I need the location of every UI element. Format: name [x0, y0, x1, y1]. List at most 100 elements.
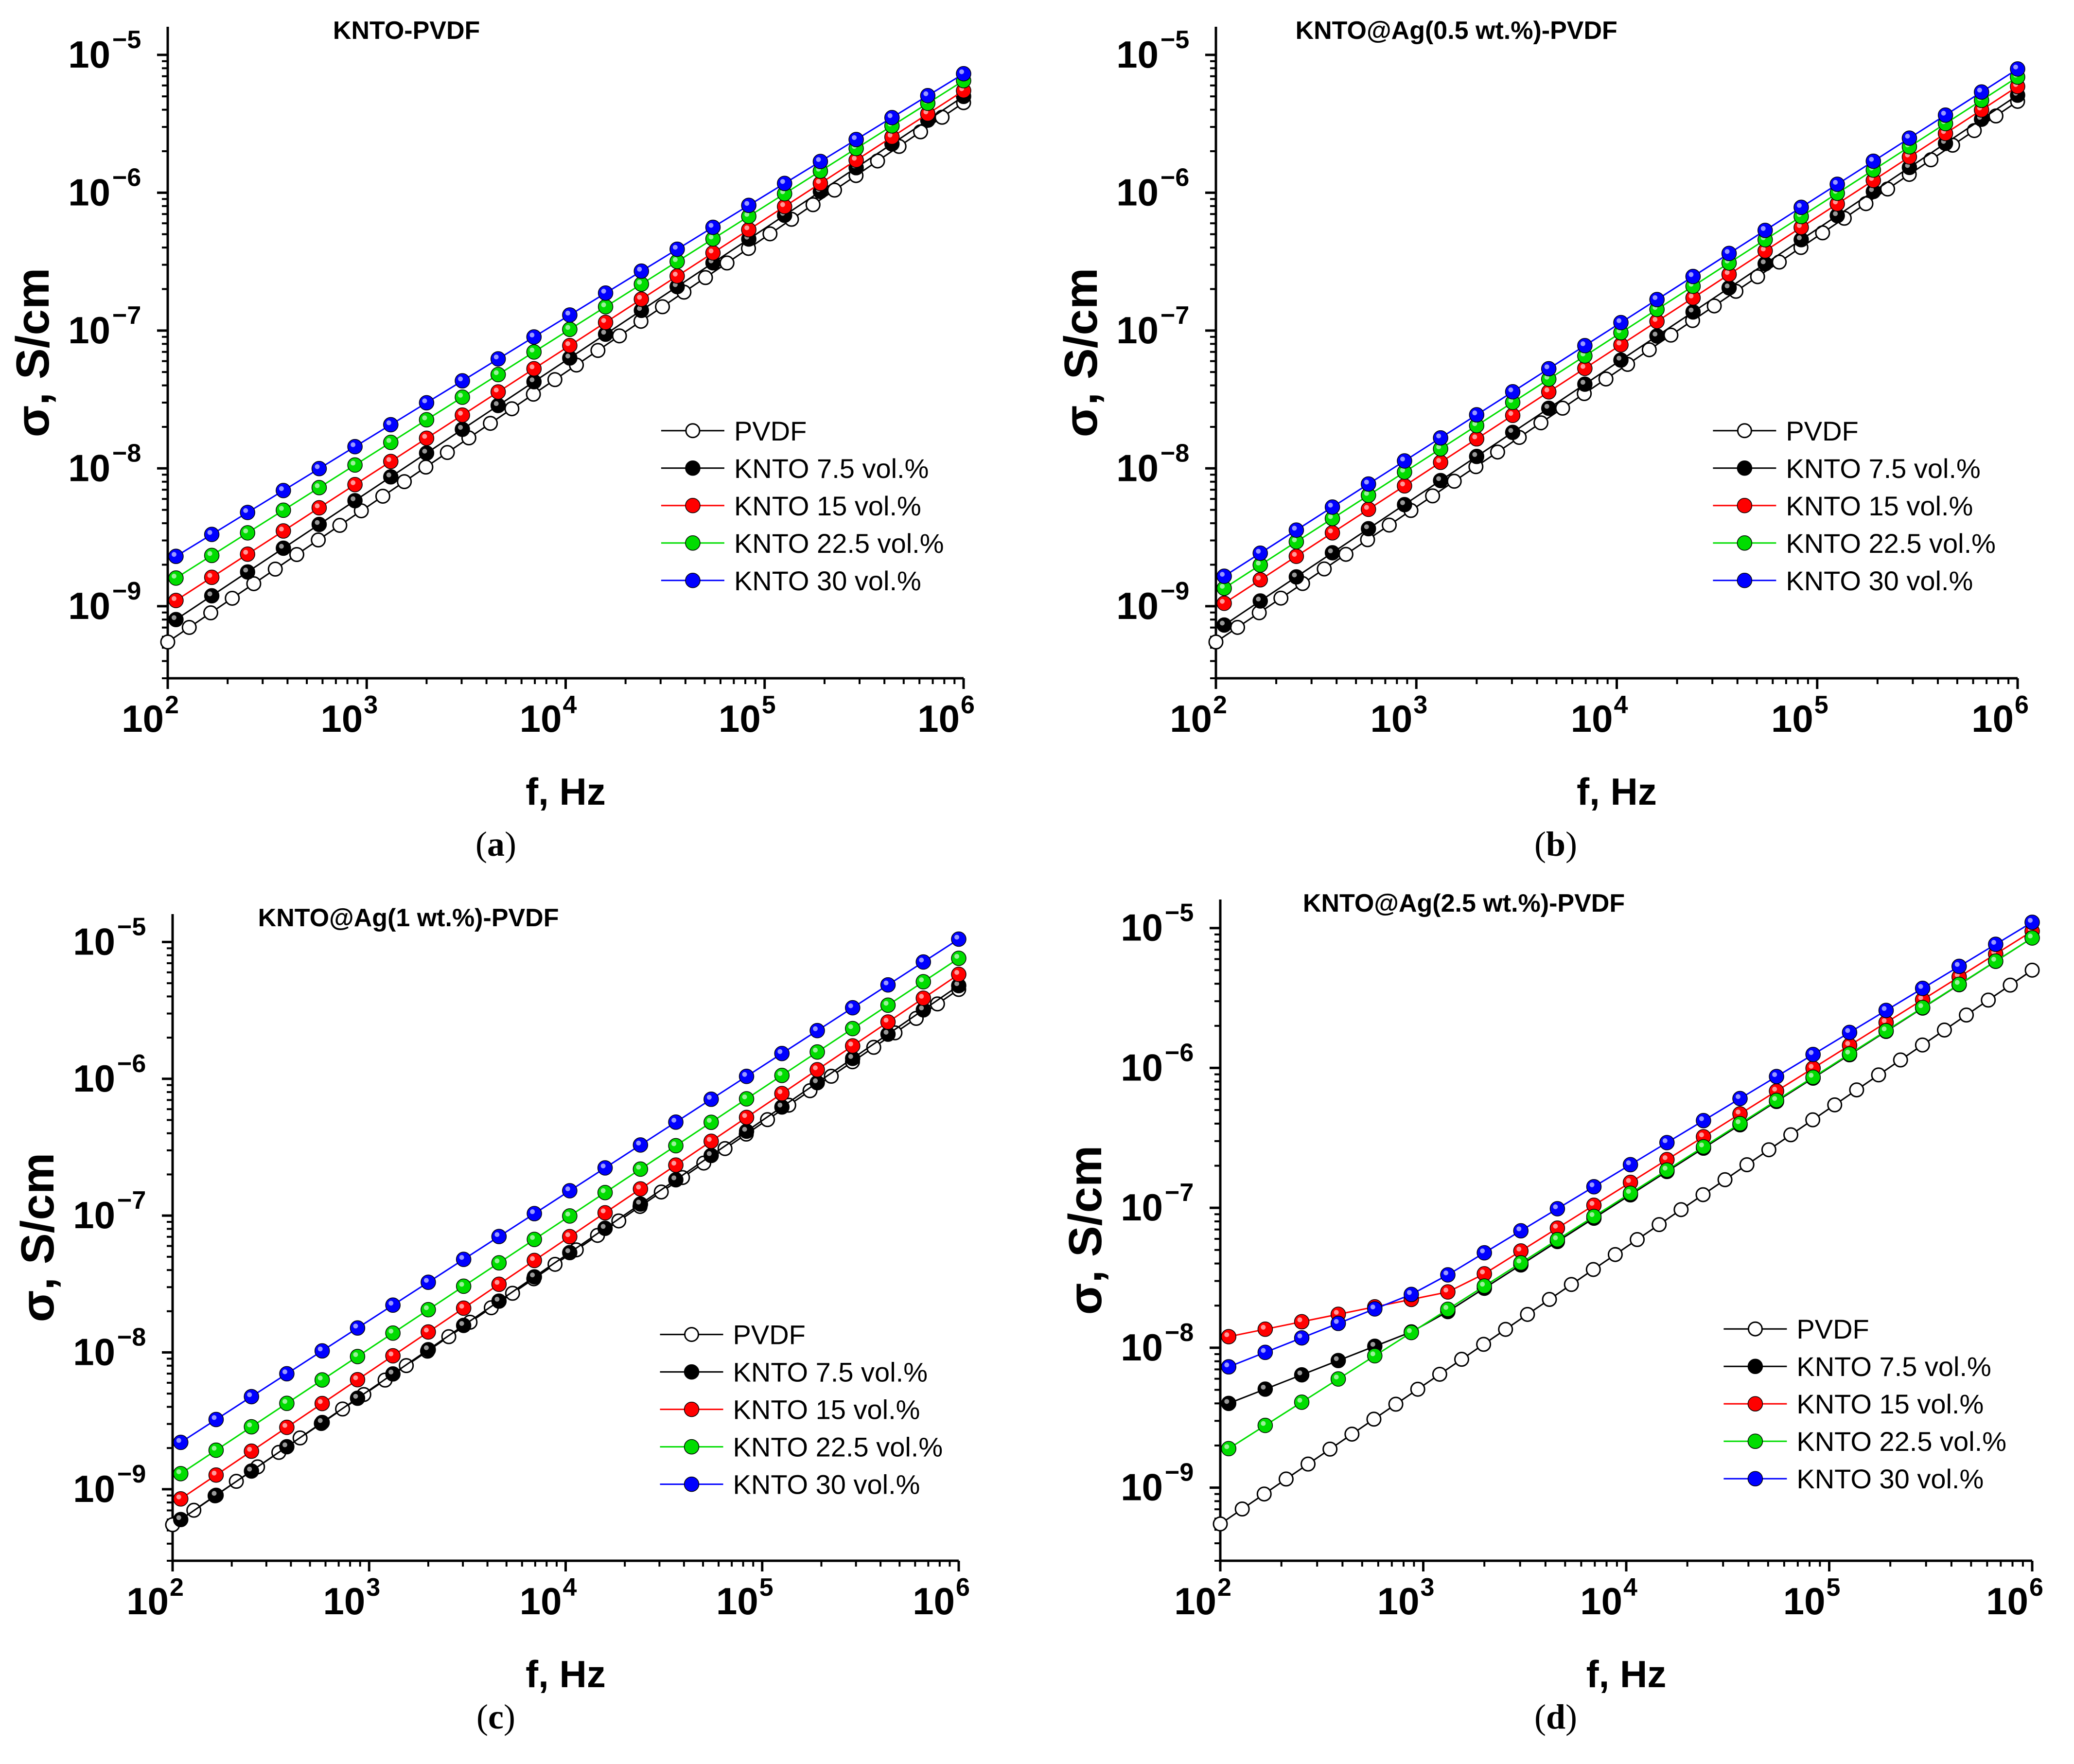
x-tick-exponent: 3	[364, 691, 378, 719]
data-point	[762, 226, 778, 242]
data-point	[1294, 1330, 1310, 1346]
data-point	[1288, 548, 1304, 564]
caption-open: (	[476, 1697, 488, 1736]
data-point	[1721, 246, 1737, 261]
data-point	[717, 1141, 733, 1156]
data-point	[279, 1439, 295, 1455]
point-highlight	[317, 1418, 323, 1423]
point-highlight	[1736, 1109, 1741, 1114]
point-highlight	[813, 1065, 818, 1071]
point-highlight	[1370, 1305, 1375, 1310]
point-highlight	[883, 980, 889, 986]
legend-marker	[684, 1364, 700, 1380]
data-point	[1252, 593, 1268, 609]
series-1	[173, 978, 967, 1528]
point-highlight	[353, 1323, 358, 1329]
point-highlight	[1845, 1049, 1850, 1055]
point-highlight	[493, 354, 499, 360]
data-point	[824, 1069, 839, 1084]
x-tick-label: 10	[913, 1580, 955, 1623]
legend-label: KNTO 15 vol.%	[733, 1394, 920, 1425]
legend-label: KNTO 22.5 vol.%	[733, 1432, 943, 1463]
data-point	[347, 476, 363, 493]
data-point	[1330, 1371, 1346, 1387]
point-highlight	[637, 306, 642, 311]
y-tick-label: 10	[1121, 1466, 1163, 1509]
point-highlight	[671, 1117, 677, 1123]
point-highlight	[243, 508, 248, 513]
point-highlight	[422, 448, 427, 454]
point-highlight	[211, 1415, 217, 1420]
point-highlight	[1261, 1421, 1266, 1426]
data-point	[1750, 269, 1765, 284]
data-point	[385, 1325, 401, 1341]
point-highlight	[1553, 1235, 1558, 1240]
legend-label: KNTO 7.5 vol.%	[734, 453, 929, 484]
legend-marker	[684, 1476, 700, 1492]
y-axis-label: σ, S/cm	[12, 1153, 64, 1322]
point-highlight	[494, 1280, 500, 1285]
point-highlight	[493, 370, 499, 375]
point-highlight	[388, 1369, 394, 1375]
point-highlight	[1220, 572, 1225, 577]
point-highlight	[1905, 134, 1910, 139]
point-highlight	[777, 1049, 783, 1054]
point-highlight	[2028, 917, 2033, 923]
data-point	[383, 435, 399, 450]
data-point	[738, 1110, 755, 1125]
legend-marker	[1747, 1321, 1763, 1337]
data-point	[455, 422, 470, 437]
data-point	[633, 1181, 649, 1197]
point-highlight	[1617, 318, 1622, 323]
caption-close: )	[1565, 1697, 1577, 1736]
point-highlight	[1544, 404, 1549, 409]
data-point	[1433, 473, 1448, 489]
y-tick-label: 10	[73, 1467, 115, 1510]
data-point	[347, 457, 363, 473]
series-line	[1229, 930, 2033, 1338]
point-highlight	[954, 970, 959, 975]
point-highlight	[1334, 1310, 1339, 1315]
point-highlight	[1626, 1189, 1631, 1194]
point-highlight	[207, 530, 212, 535]
data-point	[1361, 521, 1376, 537]
point-highlight	[317, 1399, 323, 1404]
point-highlight	[207, 551, 212, 556]
point-highlight	[1544, 387, 1549, 392]
point-highlight	[780, 179, 785, 184]
point-highlight	[423, 1278, 429, 1283]
point-highlight	[954, 935, 959, 940]
data-point	[181, 619, 197, 635]
point-highlight	[1580, 341, 1585, 346]
data-point	[1257, 1344, 1273, 1360]
data-point	[562, 338, 578, 353]
data-point	[633, 1196, 649, 1212]
data-point	[1721, 280, 1737, 296]
y-tick-exponent: −7	[112, 301, 141, 330]
data-point	[173, 1434, 189, 1450]
data-point	[738, 1123, 755, 1139]
x-tick-label: 10	[126, 1580, 169, 1623]
x-tick-label: 10	[1571, 697, 1613, 740]
x-tick-exponent: 5	[762, 691, 776, 719]
data-point	[289, 547, 304, 563]
point-highlight	[529, 364, 535, 370]
point-highlight	[636, 1164, 641, 1170]
point-highlight	[388, 1351, 394, 1357]
point-highlight	[1472, 452, 1477, 457]
legend-marker	[1747, 1471, 1763, 1486]
x-tick-exponent: 4	[1614, 691, 1628, 719]
point-highlight	[671, 1161, 677, 1166]
point-highlight	[1297, 1333, 1302, 1339]
legend-label: KNTO 22.5 vol.%	[1796, 1426, 2006, 1457]
point-highlight	[1796, 203, 1802, 208]
data-point	[526, 329, 542, 345]
data-point	[1717, 1172, 1733, 1187]
panel-caption: (d)	[1534, 1697, 1577, 1736]
point-highlight	[1652, 332, 1658, 337]
point-highlight	[207, 591, 212, 597]
data-point	[527, 1206, 542, 1221]
point-highlight	[351, 496, 356, 501]
point-highlight	[742, 1072, 747, 1077]
data-point	[350, 1320, 366, 1336]
